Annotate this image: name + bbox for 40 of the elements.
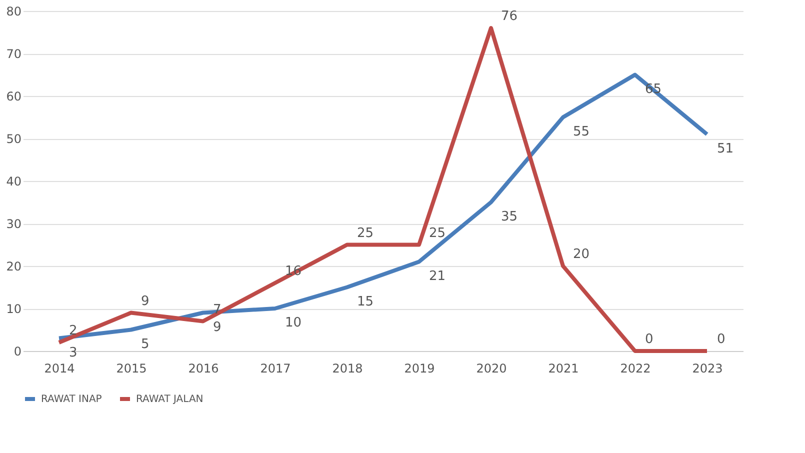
data-label: 15 [357,294,374,310]
x-tick-label: 2020 [476,362,507,376]
data-label: 20 [573,247,590,262]
y-tick-label: 70 [6,47,22,61]
y-tick-label: 0 [14,344,22,358]
x-tick-label: 2014 [44,362,75,376]
x-tick-label: 2022 [620,362,651,376]
data-label: 10 [285,316,302,330]
data-label: 25 [357,226,374,241]
data-label: 2 [69,324,78,338]
data-label: 55 [573,124,590,140]
data-label: 9 [213,320,222,335]
x-tick-label: 2016 [188,362,219,376]
y-tick-label: 30 [6,217,22,231]
data-label: 7 [213,302,222,318]
data-label: 0 [645,332,654,347]
x-tick-label: 2023 [692,362,723,376]
data-label: 3 [69,345,78,360]
legend-label: RAWAT JALAN [136,394,204,405]
x-tick-label: 2021 [548,362,579,376]
data-label: 5 [141,336,150,352]
y-tick-label: 10 [6,302,22,316]
data-label: 0 [717,332,726,347]
y-tick-label: 20 [6,260,22,274]
y-tick-label: 40 [6,174,22,188]
x-tick-label: 2018 [332,362,363,376]
legend-label: RAWAT INAP [41,394,102,405]
x-tick-label: 2015 [116,362,147,376]
y-tick-label: 80 [6,4,22,18]
data-label: 51 [717,141,734,156]
y-tick-label: 50 [6,132,22,146]
data-label: 25 [429,226,446,241]
data-label: 16 [285,264,302,279]
data-label: 76 [501,9,518,24]
y-tick-label: 60 [6,90,22,104]
x-tick-label: 2019 [404,362,435,376]
data-label: 35 [501,209,518,224]
data-label: 21 [429,268,446,284]
data-label: 9 [141,294,150,309]
x-tick-label: 2017 [260,362,291,376]
